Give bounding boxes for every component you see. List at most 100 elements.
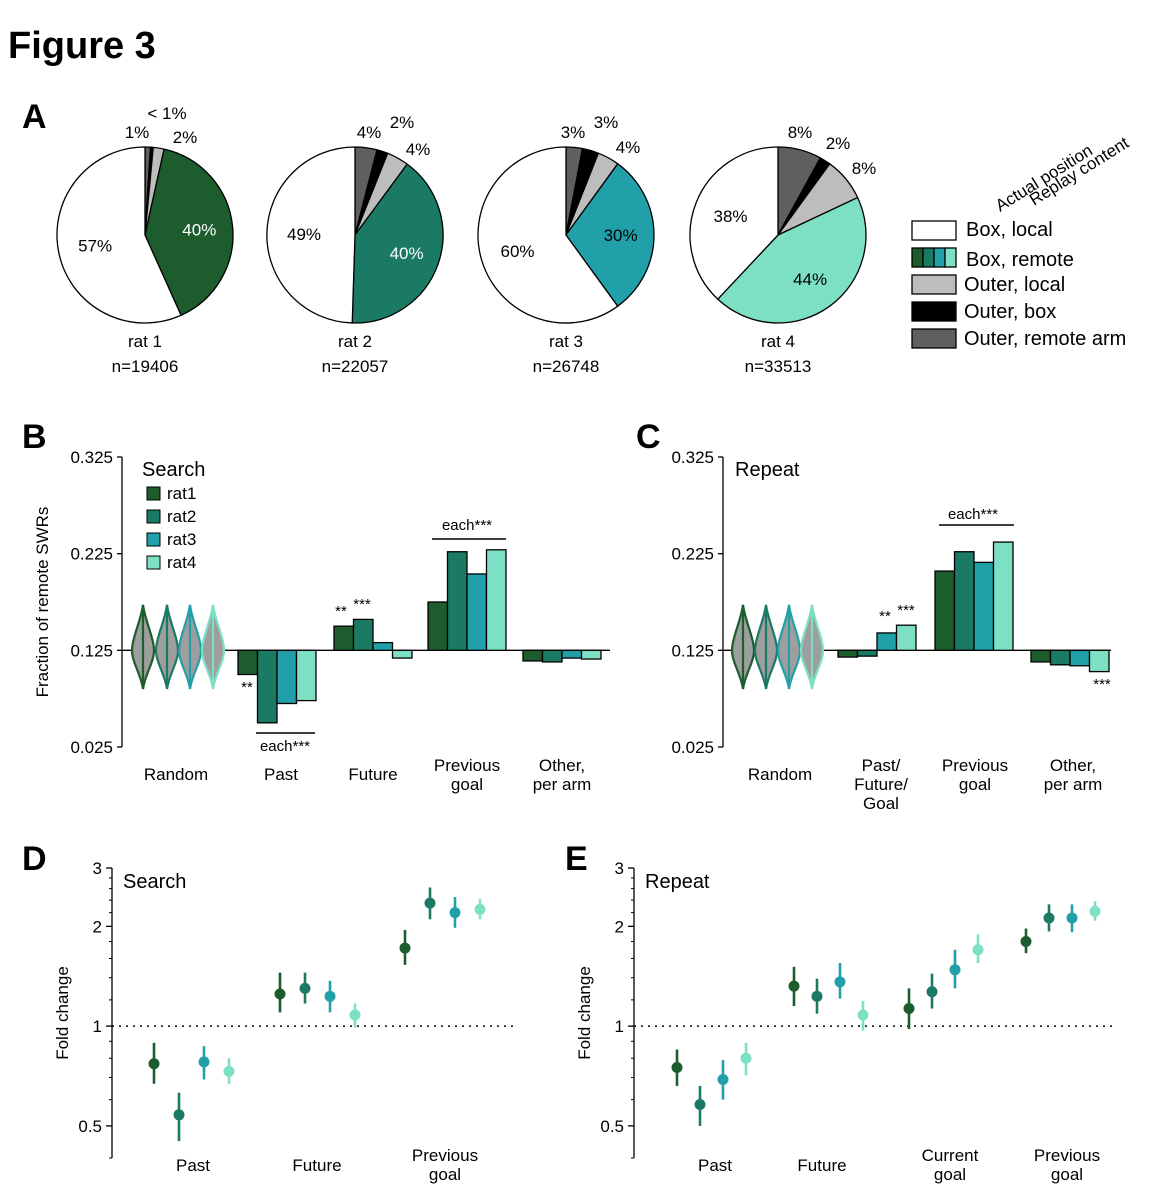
panel-title: Search: [142, 459, 205, 481]
category-label: Other, per arm: [1044, 756, 1103, 794]
bar-rat2: [856, 649, 878, 657]
point-rat2: [173, 1109, 185, 1121]
legend-label-rat3: rat3: [167, 530, 196, 549]
bar-rat2: [953, 551, 975, 651]
pie-slice-box-local: [56, 146, 182, 324]
pie-slice-box-remote: [351, 163, 444, 324]
legend-swatch-rat4: [146, 555, 161, 570]
category-label: Current goal: [922, 1146, 979, 1184]
point-rat2: [926, 986, 938, 998]
category-label: Previous goal: [412, 1146, 478, 1184]
bar-rat1: [522, 649, 544, 662]
category-label: Past: [176, 1156, 210, 1175]
y-tick-label: 0.5: [600, 1117, 624, 1136]
bar-rat4: [295, 649, 317, 702]
point-rat4: [474, 903, 486, 915]
sig-past-each: each***: [260, 738, 310, 755]
y-tick-label: 0.325: [70, 448, 113, 467]
y-tick-label: 0.5: [78, 1117, 102, 1136]
point-rat1: [274, 988, 286, 1000]
category-label: Future: [348, 765, 397, 784]
pie-label-outer-remote-arm: 1%: [125, 123, 150, 142]
panel-label-b: B: [22, 418, 47, 456]
bar-rat3: [973, 561, 995, 651]
panel-e-chart: 3 2 1 0.5 Fold change Repeat Past Future Current…: [575, 859, 1114, 1184]
point-rat1: [788, 980, 800, 992]
pie-slice-box-local: [689, 146, 779, 300]
pie-charts: 40% 57% 1%< 1% 2% rat 1 n=19406 40% 49% 4% 2% 4% ra…: [56, 104, 876, 376]
pie-rat-4: 44%38%8%2%8%rat 4n=33513: [689, 123, 876, 376]
point-rat3: [449, 907, 461, 919]
legend-label-rat4: rat4: [167, 553, 196, 572]
pie-label-box-remote: 44%: [793, 270, 827, 289]
pie-rat-2: 40% 49% 4% 2% 4% rat 2 n=22057: [266, 113, 444, 376]
pie-label-box-remote: 40%: [182, 221, 216, 240]
legend-a: Actual position Replay content Box, loca…: [911, 133, 1133, 350]
point-rat2: [1043, 912, 1055, 924]
pie-rat-label: rat 4: [761, 332, 795, 351]
pie-rat-label: rat 2: [338, 332, 372, 351]
bar-rat1: [237, 649, 259, 676]
point-rat1: [903, 1003, 915, 1015]
pie-rat-label: rat 1: [128, 332, 162, 351]
point-rat2: [299, 982, 311, 994]
sig-previous-goal-each: each***: [442, 517, 492, 534]
pie-rat-1: 40% 57% 1%< 1% 2% rat 1 n=19406: [56, 104, 234, 376]
bar-rat3: [466, 573, 488, 651]
pie-label-outer-remote-arm: 4%: [357, 123, 382, 142]
y-tick-label: 1: [615, 1017, 624, 1036]
bar-rat4: [485, 549, 507, 651]
pie-label-box-local: 60%: [500, 242, 534, 261]
bar-rat3: [561, 649, 583, 659]
y-tick-label: 0.125: [671, 641, 714, 660]
panel-label-a: A: [22, 98, 47, 136]
sig-pfg-rat4: ***: [897, 602, 915, 619]
sig-future-rat1: **: [335, 603, 347, 620]
bar-rat4: [895, 624, 917, 651]
legend-swatch-outer-box: [911, 301, 957, 322]
pie-n-label: n=22057: [322, 357, 389, 376]
point-rat4: [740, 1052, 752, 1064]
panel-label-d: D: [22, 840, 47, 878]
legend-swatch-box-remote: [911, 247, 957, 268]
pie-label-box-local: 57%: [78, 237, 112, 256]
point-rat3: [1066, 912, 1078, 924]
y-tick-label: 0.325: [671, 448, 714, 467]
y-tick-label: 0.225: [671, 545, 714, 564]
pie-label-outer-local: 4%: [616, 138, 641, 157]
legend-label-rat2: rat2: [167, 507, 196, 526]
y-axis-label: Fold change: [53, 966, 72, 1060]
bar-rat2: [256, 649, 278, 724]
bar-rat1: [427, 601, 449, 651]
point-rat4: [1089, 905, 1101, 917]
panel-d-chart: 3 2 1 0.5 Fold change Search Past Future Previou…: [53, 859, 514, 1184]
category-label: Previous goal: [1034, 1146, 1100, 1184]
category-label: Future: [292, 1156, 341, 1175]
legend-swatch-rat2: [146, 509, 161, 524]
category-label: Random: [144, 765, 208, 784]
point-rat3: [834, 976, 846, 988]
y-axis-label: Fold change: [575, 966, 594, 1060]
pie-label-outer-remote-arm: 8%: [788, 123, 813, 142]
legend-swatch-outer-local: [911, 274, 957, 295]
y-tick-label: 0.025: [70, 738, 113, 757]
category-label: Past/Future/Goal: [854, 756, 908, 813]
bar-rat1: [333, 625, 355, 651]
panel-c-chart: 0.325 0.225 0.125 0.025 Repeat Random Past/Fut…: [671, 448, 1111, 813]
pie-slice-box-remote: [717, 196, 867, 324]
point-rat3: [717, 1074, 729, 1086]
point-rat1: [148, 1058, 160, 1070]
pie-rat-label: rat 3: [549, 332, 583, 351]
legend-label-rat1: rat1: [167, 484, 196, 503]
category-label: Previous goal: [434, 756, 500, 794]
bar-rat4: [580, 649, 602, 660]
sig-past-rat1: **: [241, 679, 253, 696]
point-rat1: [399, 942, 411, 954]
point-rat2: [811, 990, 823, 1002]
sig-future-rat2: ***: [353, 596, 371, 613]
category-label: Other, per arm: [533, 756, 592, 794]
panel-b-chart: 0.325 0.225 0.125 0.025 Fraction of remote S…: [33, 448, 610, 794]
pie-label-outer-box: 2%: [826, 134, 851, 153]
point-rat1: [1020, 936, 1032, 948]
